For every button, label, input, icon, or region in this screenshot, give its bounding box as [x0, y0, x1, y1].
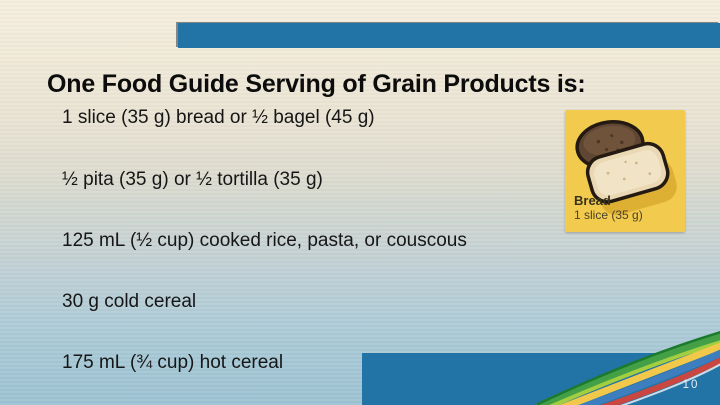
slide-title: One Food Guide Serving of Grain Products… [47, 70, 586, 98]
bullet-line-2: ½ pita (35 g) or ½ tortilla (35 g) [62, 169, 323, 190]
bullet-line-1: 1 slice (35 g) bread or ½ bagel (45 g) [62, 107, 375, 128]
rainbow-swoosh-icon [536, 330, 720, 405]
top-accent-bar [178, 23, 720, 48]
bread-card-label: Bread [574, 193, 611, 208]
bullet-line-4: 30 g cold cereal [62, 291, 197, 312]
page-number: 10 [682, 379, 700, 391]
bread-card-sublabel: 1 slice (35 g) [574, 208, 643, 222]
bullet-line-5: 175 mL (¾ cup) hot cereal [62, 352, 284, 373]
bread-image-card: Bread 1 slice (35 g) [565, 110, 685, 232]
bullet-line-3: 125 mL (½ cup) cooked rice, pasta, or co… [62, 230, 467, 251]
bread-illustration-icon [575, 120, 677, 216]
